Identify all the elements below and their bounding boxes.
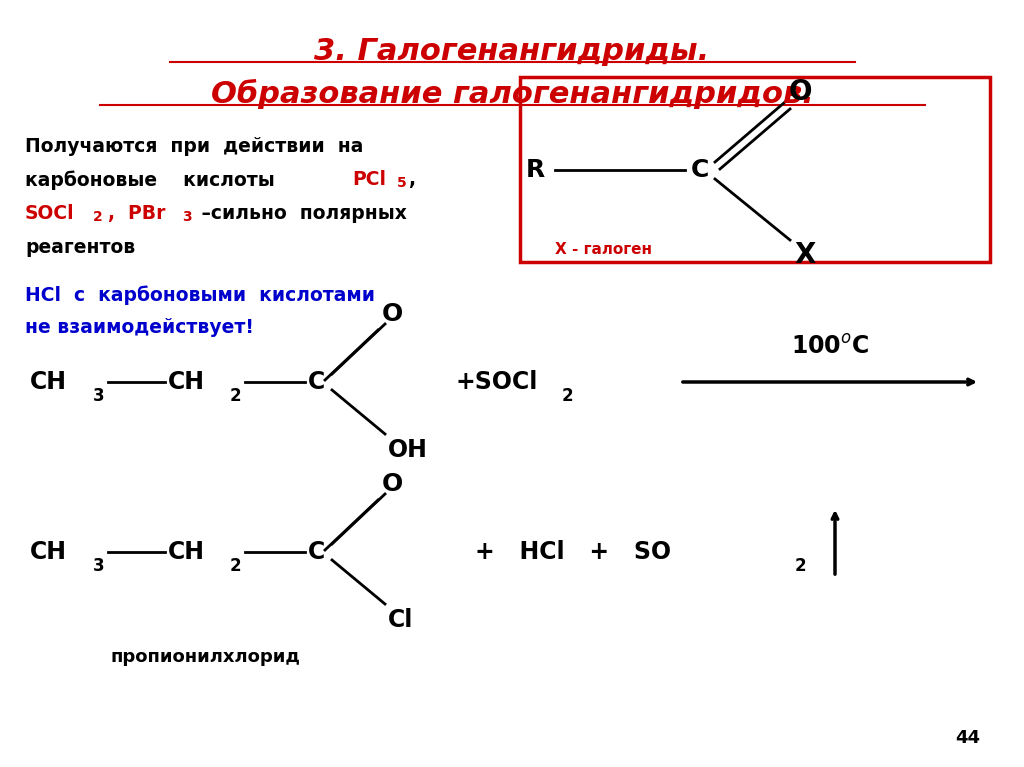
Text: 3. Галогенангидриды.: 3. Галогенангидриды. — [314, 37, 710, 66]
Text: C: C — [691, 158, 710, 182]
Text: 5: 5 — [397, 176, 407, 190]
Text: Получаются  при  действии  на: Получаются при действии на — [25, 137, 364, 156]
Text: X: X — [795, 241, 816, 269]
Text: CH: CH — [30, 370, 67, 394]
Text: O: O — [381, 302, 402, 326]
Text: X - галоген: X - галоген — [555, 242, 652, 256]
Text: 100$^o$C: 100$^o$C — [791, 335, 869, 359]
Text: 2: 2 — [230, 557, 242, 575]
Text: SOCl: SOCl — [25, 204, 75, 223]
Text: O: O — [381, 472, 402, 496]
Text: 3: 3 — [93, 387, 104, 405]
Text: реагентов: реагентов — [25, 238, 135, 257]
Text: +   HCl   +   SO: + HCl + SO — [475, 540, 671, 564]
Text: O: O — [788, 78, 812, 106]
Text: PCl: PCl — [352, 170, 386, 189]
Text: пропионилхлорид: пропионилхлорид — [110, 648, 300, 666]
Text: 2: 2 — [562, 387, 573, 405]
Text: C: C — [308, 540, 326, 564]
Text: 2: 2 — [230, 387, 242, 405]
Text: ,: , — [408, 170, 415, 189]
Text: C: C — [308, 370, 326, 394]
Text: 44: 44 — [955, 729, 980, 747]
Text: +SOCl: +SOCl — [455, 370, 538, 394]
Text: 3: 3 — [182, 210, 191, 224]
Text: 3: 3 — [93, 557, 104, 575]
Text: HCl  с  карбоновыми  кислотами: HCl с карбоновыми кислотами — [25, 285, 375, 304]
Bar — [520, 77, 990, 262]
Text: CH: CH — [30, 540, 67, 564]
Text: OH: OH — [388, 438, 428, 462]
Text: –сильно  полярных: –сильно полярных — [195, 204, 407, 223]
Text: 2: 2 — [795, 557, 807, 575]
Text: ,  PBr: , PBr — [108, 204, 166, 223]
Text: Cl: Cl — [388, 608, 414, 632]
Text: R: R — [525, 158, 545, 182]
Text: карбоновые    кислоты: карбоновые кислоты — [25, 170, 288, 189]
Text: CH: CH — [168, 540, 205, 564]
Text: CH: CH — [168, 370, 205, 394]
Text: Образование галогенангидридов.: Образование галогенангидридов. — [211, 79, 813, 109]
Text: не взаимодействует!: не взаимодействует! — [25, 318, 254, 337]
Text: 2: 2 — [93, 210, 102, 224]
